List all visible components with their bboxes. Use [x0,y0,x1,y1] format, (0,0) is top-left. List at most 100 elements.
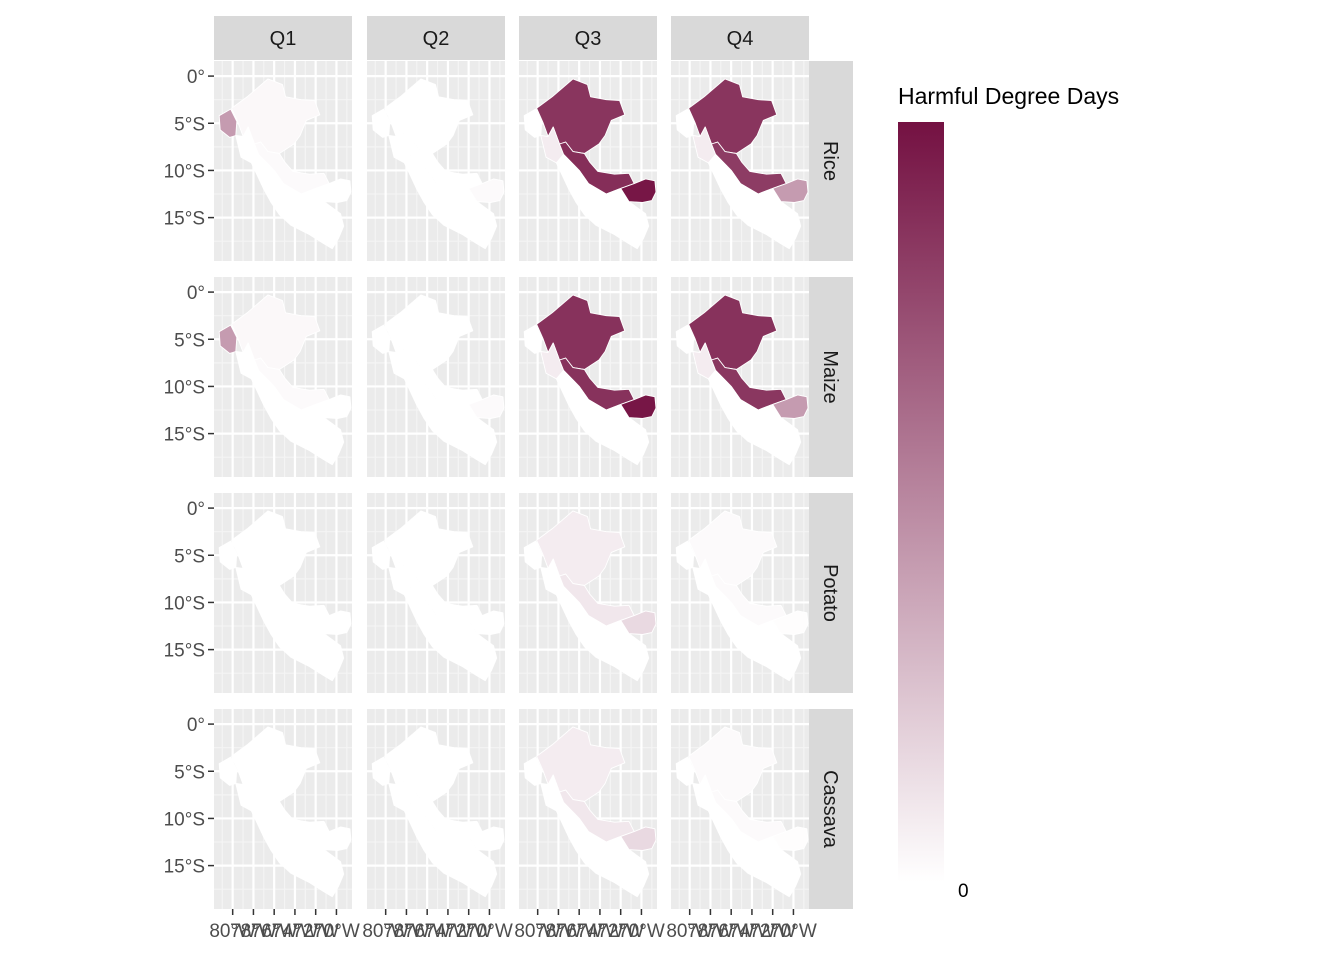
facet-panel [671,61,809,261]
region-south-coast [250,153,345,250]
legend-label: 0 [958,881,969,902]
facet-panel [367,277,505,477]
y-tick-label: 10°S [164,377,205,398]
y-tick-label: 10°S [164,593,205,614]
x-tick-label: 76°W [251,921,298,942]
region-southeast [468,826,505,851]
y-tick-label: 10°S [164,161,205,182]
row-strip-label: Rice [819,141,841,181]
y-tick-label: 0° [187,499,205,520]
facet-panel [214,61,352,261]
x-tick-label: 80°W [362,921,409,942]
region-southeast [468,178,505,203]
facet-panel [214,493,352,693]
x-tick-label: 70°W [313,921,360,942]
x-tick-label: 72°W [749,921,796,942]
y-tick-label: 0° [187,283,205,304]
row-strip [809,709,853,909]
x-tick-label: 72°W [445,921,492,942]
facet-panel [214,277,352,477]
y-tick-label: 0° [187,67,205,88]
facet-panel [671,277,809,477]
column-strip-label: Q4 [727,28,754,50]
x-tick-label: 70°W [770,921,817,942]
facet-panel [214,709,352,909]
y-tick-label: 15°S [164,641,205,662]
region-south-coast [403,585,498,682]
region-south-coast [707,369,802,466]
x-tick-label: 74°W [729,921,776,942]
x-tick-label: 78°W [383,921,430,942]
x-tick-label: 70°W [466,921,513,942]
region-south-coast [250,585,345,682]
x-tick-label: 72°W [292,921,339,942]
x-tick-label: 70°W [618,921,665,942]
facet-panel [367,493,505,693]
x-tick-label: 76°W [708,921,755,942]
region-southeast [772,394,809,419]
y-tick-label: 0° [187,715,205,736]
x-tick-label: 78°W [535,921,582,942]
region-southeast [772,610,809,635]
region-south-coast [555,153,650,250]
y-tick-label: 15°S [164,857,205,878]
column-strip [367,16,505,60]
y-tick-label: 5°S [174,330,205,351]
facet-panel [671,493,809,693]
y-tick-label: 5°S [174,762,205,783]
row-strip [809,493,853,693]
x-tick-label: 78°W [230,921,277,942]
region-south-coast [403,153,498,250]
region-southeast [620,178,657,203]
facet-panel [671,709,809,909]
x-tick-label: 80°W [514,921,561,942]
x-tick-label: 76°W [556,921,603,942]
region-southeast [772,826,809,851]
y-tick-label: 15°S [164,209,205,230]
region-southeast [468,610,505,635]
x-tick-label: 74°W [272,921,319,942]
column-strip [671,16,809,60]
region-south-coast [555,801,650,898]
row-strip-label: Cassava [819,770,841,849]
y-tick-label: 15°S [164,425,205,446]
x-tick-label: 74°W [577,921,624,942]
column-strip [214,16,352,60]
x-tick-label: 80°W [666,921,713,942]
region-south-coast [555,585,650,682]
x-tick-label: 74°W [425,921,472,942]
region-south-coast [707,585,802,682]
region-southeast [468,394,505,419]
column-strip [519,16,657,60]
legend-title: Harmful Degree Days [898,83,1119,109]
y-tick-label: 10°S [164,809,205,830]
region-southeast [620,610,657,635]
facet-panel [367,709,505,909]
facet-panel [519,277,657,477]
facet-panel [519,61,657,261]
region-south-coast [707,153,802,250]
x-tick-label: 80°W [209,921,256,942]
region-south-coast [250,369,345,466]
y-tick-label: 5°S [174,114,205,135]
x-tick-label: 78°W [687,921,734,942]
region-south-coast [250,801,345,898]
facet-panel [367,61,505,261]
column-strip-label: Q2 [423,28,450,50]
region-southeast [315,394,352,419]
x-tick-label: 76°W [404,921,451,942]
facet-panel [519,709,657,909]
region-southeast [620,826,657,851]
region-south-coast [403,369,498,466]
region-southeast [315,610,352,635]
row-strip [809,61,853,261]
region-south-coast [707,801,802,898]
column-strip-label: Q1 [270,28,297,50]
y-tick-label: 5°S [174,546,205,567]
region-southeast [315,826,352,851]
region-southeast [772,178,809,203]
region-south-coast [403,801,498,898]
column-strip-label: Q3 [575,28,602,50]
